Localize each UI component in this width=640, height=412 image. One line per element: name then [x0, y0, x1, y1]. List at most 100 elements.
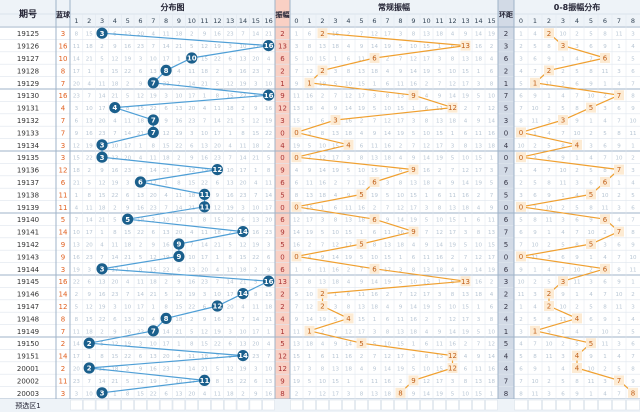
drop-miss: 12 [449, 81, 456, 87]
ring-cell: 6 [504, 55, 509, 63]
dist-miss: 20 [99, 119, 106, 125]
drop-miss: 8 [321, 367, 325, 373]
drop-miss: 11 [475, 131, 482, 137]
drop-miss: 5 [295, 292, 299, 298]
dist-miss: 8 [75, 32, 79, 38]
drop-miss: 10 [410, 44, 417, 50]
range-miss: 8 [547, 317, 551, 323]
issue-cell: 19136 [17, 167, 40, 175]
range-miss: 2 [631, 292, 635, 298]
range-col-label: 8 [631, 17, 635, 25]
dist-miss: 11 [73, 44, 80, 50]
issue-cell: 19141 [17, 229, 39, 237]
blue-ball-label: 11 [200, 191, 210, 199]
dist-miss: 6 [241, 218, 245, 224]
ring-marker [544, 28, 554, 39]
drop-miss: 9 [464, 32, 468, 38]
dist-miss: 21 [150, 292, 157, 298]
dist-miss: 22 [227, 218, 234, 224]
dist-miss: 18 [86, 329, 93, 335]
drop-miss: 10 [332, 230, 339, 236]
dist-miss: 2 [75, 292, 79, 298]
range-miss: 2 [589, 131, 593, 137]
blue-ball-label: 5 [125, 216, 130, 224]
dist-miss: 19 [99, 305, 106, 311]
drop-miss: 16 [423, 168, 430, 174]
drop-col-label: 1 [307, 17, 311, 25]
dist-miss: 13 [175, 106, 182, 112]
amp-column-bg [275, 0, 290, 399]
range-miss: 11 [532, 119, 539, 125]
amp-marker [369, 214, 380, 225]
blue-ball [237, 288, 249, 300]
drop-miss: 10 [449, 69, 456, 75]
drop-miss: 5 [399, 44, 403, 50]
ring-trend-line [520, 32, 634, 394]
drop-miss: 6 [464, 131, 468, 137]
range-miss: 2 [617, 193, 621, 199]
dist-miss: 21 [99, 218, 106, 224]
amp-cell: 0 [280, 154, 284, 162]
ring-marker-label: 0 [519, 203, 523, 211]
range-miss: 7 [589, 57, 593, 63]
range-miss: 11 [602, 69, 609, 75]
drop-miss: 18 [384, 156, 391, 162]
range-miss: 8 [631, 230, 635, 236]
range-miss: 1 [561, 193, 565, 199]
dist-miss: 5 [100, 57, 104, 63]
drop-miss: 1 [334, 292, 338, 298]
dist-miss: 22 [252, 255, 259, 261]
dist-miss: 4 [87, 81, 91, 87]
dist-miss: 1 [177, 342, 181, 348]
dist-miss: 12 [111, 57, 118, 63]
drop-miss: 3 [373, 329, 377, 335]
amp-cell: 1 [280, 328, 284, 336]
ring-marker [516, 127, 526, 138]
dist-miss: 15 [214, 218, 221, 224]
amp-cell: 2 [280, 291, 284, 299]
amp-cell: 13 [278, 278, 287, 286]
drop-miss: 10 [397, 193, 404, 199]
dist-miss: 14 [188, 367, 195, 373]
drop-miss: 13 [410, 181, 417, 187]
dist-miss: 6 [164, 106, 168, 112]
drop-miss: 16 [475, 280, 482, 286]
range-miss: 10 [574, 267, 581, 273]
range-miss: 10 [546, 342, 553, 348]
drop-miss: 10 [358, 168, 365, 174]
issue-cell: 19145 [17, 278, 39, 286]
drop-miss: 7 [451, 168, 455, 174]
dist-miss: 9 [216, 193, 220, 199]
drop-miss: 18 [371, 69, 378, 75]
drop-miss: 12 [436, 230, 443, 236]
dist-miss: 18 [150, 280, 157, 286]
range-miss: 7 [603, 292, 607, 298]
dist-miss: 14 [175, 205, 182, 211]
dist-miss: 22 [239, 379, 246, 385]
dist-miss: 11 [188, 69, 195, 75]
drop-miss: 3 [425, 205, 429, 211]
drop-miss: 6 [425, 106, 429, 112]
forecast-cell [446, 399, 459, 411]
drop-miss: 7 [477, 106, 481, 112]
range-miss: 3 [617, 342, 621, 348]
dist-miss: 22 [99, 317, 106, 323]
dist-miss: 9 [100, 168, 104, 174]
range-miss: 1 [547, 367, 551, 373]
ring-cell: 5 [504, 191, 508, 199]
range-miss: 5 [533, 181, 537, 187]
amp-cell: 2 [280, 303, 284, 311]
dist-miss: 6 [177, 267, 181, 273]
range-miss: 7 [575, 94, 579, 100]
drop-miss: 3 [308, 367, 312, 373]
range-miss: 9 [631, 106, 635, 112]
dist-miss: 9 [75, 131, 79, 137]
ring-marker-label: 7 [617, 228, 621, 236]
ring-marker [558, 115, 568, 125]
dist-miss: 2 [216, 69, 220, 75]
drop-miss: 15 [345, 230, 352, 236]
range-miss: 11 [616, 32, 623, 38]
range-miss: 3 [561, 81, 565, 87]
drop-miss: 12 [423, 379, 430, 385]
drop-miss: 15 [397, 106, 404, 112]
